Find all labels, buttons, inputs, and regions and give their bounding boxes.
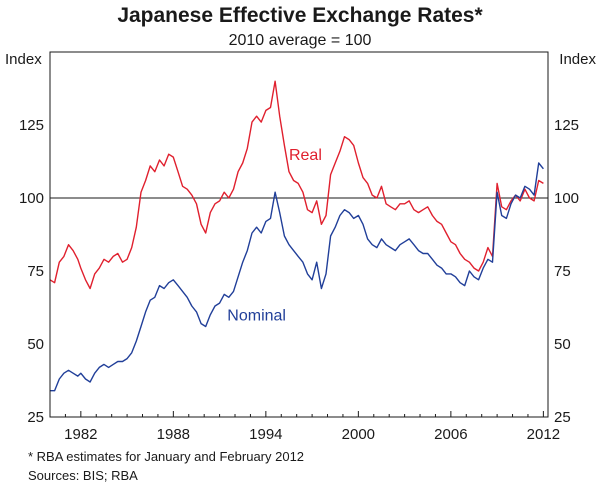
y-axis-label-left: Index (5, 51, 42, 68)
footnote: * RBA estimates for January and February… (28, 449, 304, 464)
y-tick-label-right: 100 (554, 190, 579, 207)
series-labels: Real Nominal (227, 147, 322, 325)
x-tick-label: 1988 (157, 426, 190, 443)
series-label-real: Real (289, 147, 322, 164)
series-label-nominal: Nominal (227, 308, 286, 325)
y-tick-label-left: 50 (27, 336, 44, 353)
x-tick-label: 2006 (434, 426, 467, 443)
y-tick-label-left: 100 (19, 190, 44, 207)
x-ticks: 1982 1988 1994 2000 2006 2012 (49, 411, 560, 443)
x-tick-label: 1994 (249, 426, 282, 443)
x-tick-label: 1982 (64, 426, 97, 443)
series-lines (49, 80, 544, 392)
y-ticks-right: 25 50 75 100 125 (554, 117, 579, 426)
x-tick-label: 2012 (527, 426, 560, 443)
y-tick-label-left: 25 (27, 409, 44, 426)
series-line-nominal (50, 162, 544, 392)
y-ticks-left: 25 50 75 100 125 (19, 117, 44, 426)
y-tick-label-left: 125 (19, 117, 44, 134)
chart-subtitle: 2010 average = 100 (229, 32, 372, 49)
plot-frame (49, 51, 549, 418)
x-tick-label: 2000 (342, 426, 375, 443)
y-tick-label-right: 75 (554, 263, 571, 280)
chart-title: Japanese Effective Exchange Rates* (117, 4, 483, 27)
y-tick-label-left: 75 (27, 263, 44, 280)
series-line-real (49, 80, 544, 290)
y-tick-label-right: 50 (554, 336, 571, 353)
y-axis-label-right: Index (559, 51, 596, 68)
sources-note: Sources: BIS; RBA (28, 468, 138, 483)
y-tick-label-right: 125 (554, 117, 579, 134)
y-tick-label-right: 25 (554, 409, 571, 426)
